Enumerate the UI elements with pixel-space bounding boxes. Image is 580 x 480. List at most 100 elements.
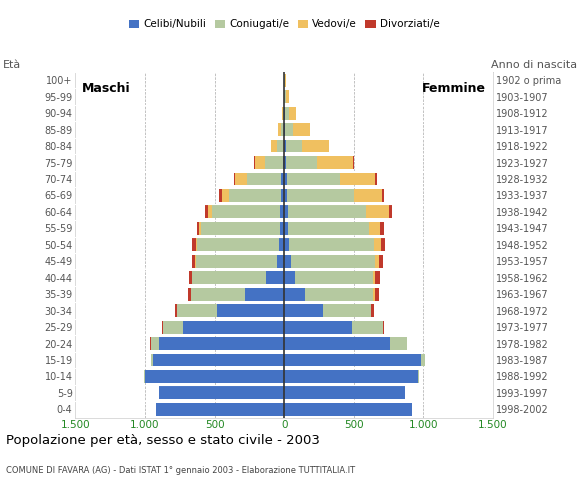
Bar <box>371 304 374 317</box>
Bar <box>278 239 284 251</box>
Bar <box>317 156 353 169</box>
Bar <box>145 370 284 383</box>
Bar <box>281 189 284 202</box>
Bar <box>278 123 281 136</box>
Bar <box>284 140 285 153</box>
Bar <box>177 304 218 317</box>
Bar <box>284 403 412 416</box>
Bar <box>291 255 375 268</box>
Bar <box>295 271 374 284</box>
Bar <box>287 90 289 103</box>
Bar <box>284 239 289 251</box>
Bar <box>302 140 329 153</box>
Bar <box>354 189 382 202</box>
Bar <box>264 156 283 169</box>
Bar <box>153 354 284 366</box>
Bar <box>382 189 385 202</box>
Bar <box>191 288 245 300</box>
Bar <box>389 205 392 218</box>
Bar <box>191 255 195 268</box>
Bar <box>277 255 284 268</box>
Bar <box>195 255 196 268</box>
Bar <box>151 354 153 366</box>
Bar <box>246 172 281 185</box>
Bar <box>285 123 293 136</box>
Bar <box>375 172 378 185</box>
Bar <box>374 271 375 284</box>
Bar <box>280 222 284 235</box>
Bar <box>159 386 284 399</box>
Bar <box>234 172 235 185</box>
Bar <box>196 255 277 268</box>
Bar <box>277 140 284 153</box>
Bar <box>222 189 229 202</box>
Bar <box>193 271 266 284</box>
Bar <box>150 337 151 350</box>
Bar <box>284 172 287 185</box>
Bar <box>289 107 296 120</box>
Bar <box>266 271 284 284</box>
Bar <box>284 354 420 366</box>
Text: Maschi: Maschi <box>82 82 131 95</box>
Bar <box>183 321 284 334</box>
Bar <box>374 239 381 251</box>
Bar <box>201 222 280 235</box>
Bar <box>218 304 284 317</box>
Bar <box>284 123 285 136</box>
Bar <box>367 205 389 218</box>
Bar <box>156 403 284 416</box>
Bar <box>284 74 285 87</box>
Bar <box>284 370 418 383</box>
Text: COMUNE DI FAVARA (AG) - Dati ISTAT 1° gennaio 2003 - Elaborazione TUTTITALIA.IT: COMUNE DI FAVARA (AG) - Dati ISTAT 1° ge… <box>6 466 355 475</box>
Bar <box>293 123 310 136</box>
Text: Età: Età <box>3 60 21 70</box>
Bar <box>288 222 369 235</box>
Text: Femmine: Femmine <box>422 82 486 95</box>
Bar <box>197 222 200 235</box>
Bar <box>208 205 212 218</box>
Bar <box>369 222 380 235</box>
Bar <box>283 156 284 169</box>
Bar <box>281 172 284 185</box>
Bar <box>375 288 379 300</box>
Bar <box>287 189 354 202</box>
Bar <box>375 255 379 268</box>
Bar <box>305 288 374 300</box>
Bar <box>283 107 284 120</box>
Bar <box>284 205 288 218</box>
Bar <box>380 222 384 235</box>
Bar <box>418 370 419 383</box>
Bar <box>353 156 354 169</box>
Bar <box>284 222 288 235</box>
Bar <box>200 222 201 235</box>
Text: Anno di nascita: Anno di nascita <box>491 60 577 70</box>
Bar <box>196 239 197 251</box>
Bar <box>282 107 283 120</box>
Bar <box>289 239 374 251</box>
Bar <box>284 337 390 350</box>
Bar <box>284 255 291 268</box>
Bar <box>287 156 317 169</box>
Bar <box>323 304 371 317</box>
Bar <box>285 140 302 153</box>
Text: Popolazione per età, sesso e stato civile - 2003: Popolazione per età, sesso e stato civil… <box>6 434 320 447</box>
Bar <box>381 239 385 251</box>
Bar <box>189 271 193 284</box>
Bar <box>212 205 280 218</box>
Bar <box>163 321 183 334</box>
Bar <box>144 370 145 383</box>
Bar <box>284 386 405 399</box>
Bar <box>235 172 246 185</box>
Bar <box>383 321 385 334</box>
Bar <box>255 156 264 169</box>
Bar <box>284 156 287 169</box>
Bar <box>175 304 177 317</box>
Bar <box>287 172 340 185</box>
Bar <box>420 354 425 366</box>
Legend: Celibi/Nubili, Coniugati/e, Vedovi/e, Divorziati/e: Celibi/Nubili, Coniugati/e, Vedovi/e, Di… <box>125 15 444 33</box>
Bar <box>390 337 407 350</box>
Bar <box>197 239 278 251</box>
Bar <box>254 156 255 169</box>
Bar <box>271 140 277 153</box>
Bar <box>285 107 289 120</box>
